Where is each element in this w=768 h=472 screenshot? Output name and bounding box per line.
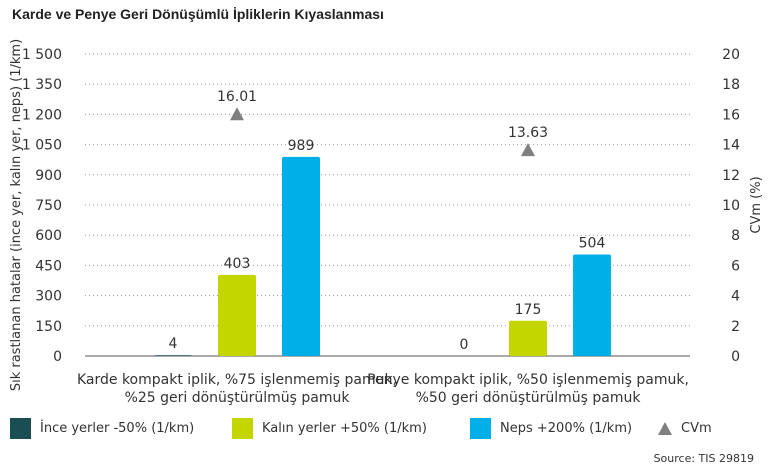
- cvm-data-label: 13.63: [508, 125, 548, 141]
- legend-item-cvm: CVm: [658, 421, 712, 436]
- y2-axis-title: CVm (%): [749, 176, 764, 233]
- y-tick-label: 900: [35, 168, 62, 184]
- bar-data-label: 403: [224, 256, 251, 272]
- bar-data-label: 175: [515, 302, 542, 318]
- source-note: Source: TIS 29819: [653, 452, 754, 465]
- y-tick-label: 300: [35, 289, 62, 305]
- y2-tick-label: 8: [731, 228, 740, 244]
- bar: [573, 254, 611, 356]
- legend-swatch-thick: [232, 418, 253, 439]
- legend-item-thin: İnce yerler -50% (1/km): [10, 418, 194, 439]
- cvm-marker: [521, 143, 535, 157]
- legend-label-thin: İnce yerler -50% (1/km): [40, 421, 195, 436]
- legend-label-neps: Neps +200% (1/km): [500, 421, 633, 436]
- y-tick-label: 1 350: [22, 77, 62, 93]
- y-tick-label: 750: [35, 198, 62, 214]
- y-tick-label: 1 050: [22, 138, 62, 154]
- y2-tick-label: 0: [731, 349, 740, 365]
- bar: [154, 355, 192, 356]
- x-category-label: Penye kompakt iplik, %50 işlenmemiş pamu…: [367, 372, 689, 388]
- x-category-label: %50 geri dönüştürülmüş pamuk: [416, 390, 642, 406]
- y-tick-label: 0: [53, 349, 62, 365]
- y-tick-label: 600: [35, 228, 62, 244]
- legend-swatch-neps: [470, 418, 491, 439]
- y2-tick-label: 20: [722, 47, 740, 63]
- chart-canvas: 0 150 300 450 600 750 900 1 050 1 200 1 350 1 500 0…: [9, 39, 764, 406]
- cvm-marker: [230, 107, 244, 121]
- y2-tick-label: 6: [731, 258, 740, 274]
- legend: İnce yerler -50% (1/km) Kalın yerler +50…: [10, 418, 750, 442]
- y-tick-label: 1 200: [22, 107, 62, 123]
- y2-tick-label: 18: [722, 77, 740, 93]
- y2-tick-label: 14: [722, 138, 740, 154]
- legend-item-thick: Kalın yerler +50% (1/km): [232, 418, 427, 439]
- triangle-marker-icon: [658, 422, 672, 435]
- y-tick-label: 450: [35, 258, 62, 274]
- x-category-label: %25 geri dönüştürülmüş pamuk: [125, 390, 351, 406]
- y2-tick-label: 4: [731, 289, 740, 305]
- bar: [509, 320, 547, 356]
- bar: [282, 156, 320, 356]
- y2-tick-label: 12: [722, 168, 740, 184]
- legend-swatch-thin: [10, 418, 31, 439]
- y2-tick-label: 10: [722, 198, 740, 214]
- bar-data-label: 4: [169, 336, 178, 352]
- legend-label-cvm: CVm: [681, 421, 712, 436]
- bar-data-label: 0: [460, 337, 469, 353]
- legend-item-neps: Neps +200% (1/km): [470, 418, 632, 439]
- chart-title: Karde ve Penye Geri Dönüşümlü İpliklerin…: [12, 6, 384, 22]
- y-tick-label: 1 500: [22, 47, 62, 63]
- y2-tick-label: 2: [731, 319, 740, 335]
- y2-tick-label: 16: [722, 107, 740, 123]
- y-tick-label: 150: [35, 319, 62, 335]
- y-axis-title: Sık rastlanan hatalar (ince yer, kalın y…: [9, 39, 24, 391]
- bar-data-label: 504: [579, 236, 606, 252]
- bar-data-label: 989: [288, 138, 315, 154]
- bar: [218, 274, 256, 356]
- x-category-label: Karde kompakt iplik, %75 işlenmemiş pamu…: [77, 372, 397, 388]
- cvm-data-label: 16.01: [217, 89, 257, 105]
- legend-label-thick: Kalın yerler +50% (1/km): [262, 421, 427, 436]
